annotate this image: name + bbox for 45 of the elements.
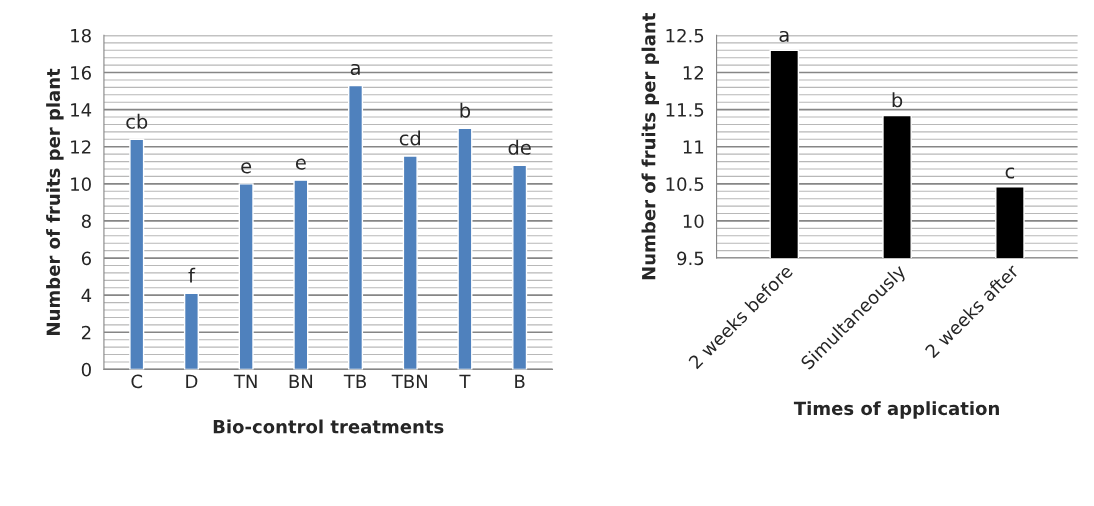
y-tick-label: 16	[71, 65, 91, 80]
y-tick-label: 18	[71, 28, 91, 43]
y-tick-label: 4	[81, 288, 92, 303]
y-axis-title: Number of fruits per plant	[641, 13, 660, 280]
y-tick-label: 9.5	[677, 251, 704, 266]
bar	[129, 138, 145, 370]
bar	[348, 84, 364, 370]
y-tick-label: 12	[71, 140, 91, 154]
bar	[238, 183, 254, 370]
bar	[512, 164, 528, 370]
annotation: e	[295, 158, 306, 170]
y-tick-label: 2	[81, 325, 91, 340]
x-tick-label: C	[131, 374, 143, 389]
annotation: a	[779, 30, 789, 43]
bar	[457, 127, 473, 370]
y-axis-title: Number of fruits per plant	[46, 68, 64, 335]
y-tick-label: 10	[683, 214, 704, 229]
annotation: b	[892, 92, 903, 108]
bar	[183, 292, 199, 370]
y-tick-label: 12	[683, 65, 703, 80]
y-tick-label: 6	[81, 251, 91, 266]
y-tick-label: 0	[81, 362, 91, 377]
x-tick-label: D	[186, 374, 198, 388]
y-tick-label: 10.5	[666, 177, 704, 191]
x-tick-label: TBN	[391, 374, 427, 388]
y-tick-label: 12.5	[666, 28, 704, 43]
y-tick-label: 8	[81, 214, 91, 229]
x-tick-label: BN	[289, 374, 313, 388]
annotation: cd	[399, 130, 420, 146]
y-tick-label: 11	[683, 140, 704, 154]
annotation: e	[241, 162, 252, 174]
bar	[293, 179, 309, 370]
x-tick-label: TN	[233, 374, 257, 388]
x-axis-title: Times of application	[793, 401, 999, 419]
x-tick-label: T	[459, 374, 471, 388]
x-tick-label: B	[515, 374, 525, 388]
y-tick-label: 10	[71, 177, 91, 191]
annotation: f	[188, 267, 196, 283]
y-tick-label: 14	[71, 103, 92, 117]
x-tick-label: TB	[343, 374, 366, 388]
x-axis-title: Bio-control treatments	[213, 419, 444, 434]
bar	[402, 155, 418, 370]
annotation: c	[1005, 167, 1015, 179]
annotation: cb	[126, 113, 148, 129]
y-tick-label: 11.5	[666, 103, 704, 117]
